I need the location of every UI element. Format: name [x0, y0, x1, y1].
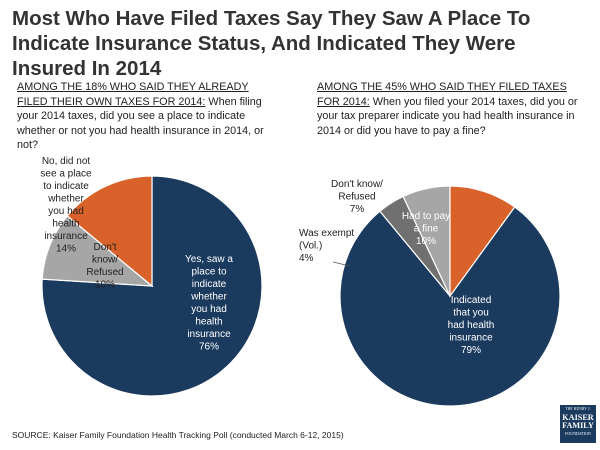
- pie-1-slice-1-leader: [332, 261, 351, 267]
- page-title: Most Who Have Filed Taxes Say They Saw A…: [12, 7, 531, 80]
- kff-logo: THE HENRY J. KAISER FAMILY FOUNDATION: [560, 405, 596, 443]
- right-subtitle-question: When you filed your 2014 taxes, did you …: [317, 95, 578, 137]
- source-note: SOURCE: Kaiser Family Foundation Health …: [12, 430, 344, 440]
- pie-1-slice-0-label: Indicated that you had health insurance 79%: [448, 295, 495, 356]
- logo-line-4: FOUNDATION: [565, 431, 591, 436]
- logo-line-2: KAISER: [562, 412, 594, 422]
- right-subtitle-lead: AMONG THE 45% WHO SAID THEY FILED TAXES …: [317, 81, 567, 108]
- left-subtitle-lead: AMONG THE 18% WHO SAID THEY ALREADY FILE…: [17, 81, 249, 108]
- left-chart-subtitle: AMONG THE 18% WHO SAID THEY ALREADY FILE…: [17, 80, 272, 153]
- pie-1-slice-2-label: Don't know/Refused 7%: [331, 179, 383, 215]
- logo-line-1: THE HENRY J.: [565, 407, 591, 411]
- pie-0-slice-2-label: No, did not see a place to indicate whether…: [40, 156, 92, 255]
- pie-1-slice-3-label: Had to pay a fine 10%: [402, 211, 450, 247]
- pie-1-slice-3: [449, 185, 516, 298]
- left-subtitle-question: When filing your 2014 taxes, did you see…: [17, 95, 264, 152]
- pie-0-slice-2: [66, 175, 153, 288]
- pie-1-slice-0: [339, 206, 561, 407]
- pie-0-slice-1-label: Don't know/Refused 10%: [86, 242, 123, 291]
- right-chart-subtitle: AMONG THE 45% WHO SAID THEY FILED TAXES …: [317, 80, 585, 138]
- logo-line-3: FAMILY: [562, 420, 594, 430]
- pie-0-slice-0-label: Yes, saw a place to indicate whether you had…: [185, 254, 233, 353]
- pie-1-slice-1-label: Was exempt (Vol.) 4%: [299, 228, 354, 264]
